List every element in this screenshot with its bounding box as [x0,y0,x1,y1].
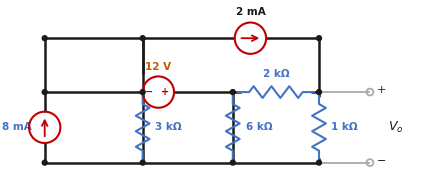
Text: $V_o$: $V_o$ [388,120,403,135]
Text: −: − [146,87,153,97]
Text: 12 V: 12 V [145,61,171,71]
Circle shape [42,90,47,94]
Text: 1 kΩ: 1 kΩ [331,122,358,132]
Text: −: − [377,156,386,166]
Circle shape [230,160,235,165]
Text: 6 kΩ: 6 kΩ [245,122,272,132]
Circle shape [317,160,321,165]
Circle shape [42,160,47,165]
Circle shape [140,36,145,41]
Circle shape [317,90,321,94]
Text: 8 mA: 8 mA [2,122,32,132]
Text: 3 kΩ: 3 kΩ [155,122,182,132]
Text: +: + [161,87,169,97]
Text: +: + [377,85,386,95]
Circle shape [317,36,321,41]
Circle shape [140,160,145,165]
Circle shape [230,90,235,94]
Circle shape [140,90,145,94]
Text: 2 kΩ: 2 kΩ [262,69,289,79]
Circle shape [42,36,47,41]
Text: 2 mA: 2 mA [235,7,266,17]
